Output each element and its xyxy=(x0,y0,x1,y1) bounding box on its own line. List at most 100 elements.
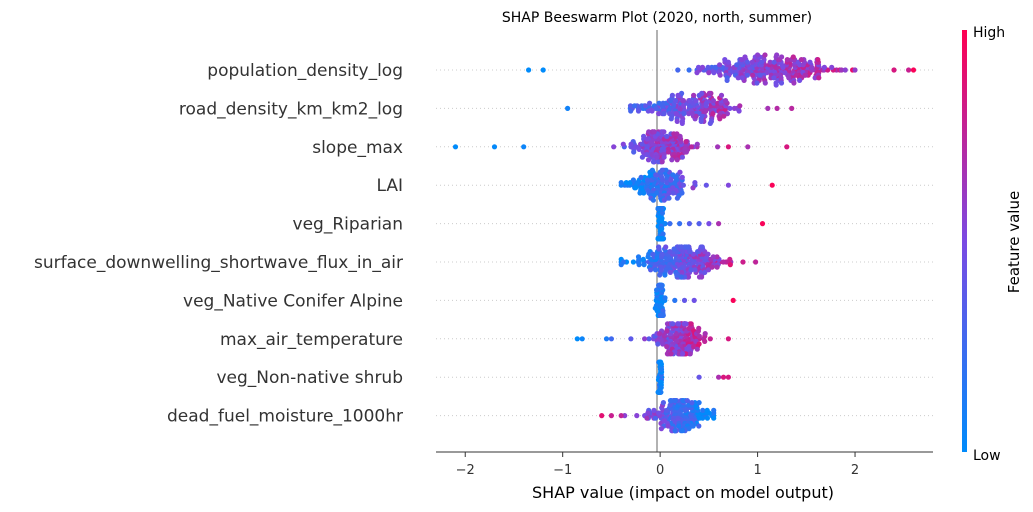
shap-point xyxy=(693,98,699,104)
shap-point xyxy=(669,92,676,98)
shap-point xyxy=(674,131,680,137)
shap-point xyxy=(679,120,685,126)
shap-point xyxy=(630,177,637,183)
shap-point xyxy=(715,144,721,150)
feature-label: dead_fuel_moisture_1000hr xyxy=(167,407,403,427)
x-tick-label: 0 xyxy=(656,463,664,478)
shap-point xyxy=(709,264,715,270)
shap-point xyxy=(679,428,686,434)
shap-point xyxy=(627,103,634,109)
shap-point xyxy=(767,59,773,65)
shap-point xyxy=(658,361,665,367)
shap-point xyxy=(667,221,673,227)
shap-point xyxy=(452,144,459,150)
shap-point xyxy=(662,272,668,278)
shap-point xyxy=(658,385,664,391)
shap-point xyxy=(670,190,676,196)
shap-point xyxy=(682,149,688,155)
colorbar-title: Feature value xyxy=(1005,191,1023,293)
shap-point xyxy=(704,100,710,106)
shap-point xyxy=(608,413,615,419)
shap-point xyxy=(661,154,667,160)
shap-point xyxy=(725,144,732,150)
shap-point xyxy=(692,180,698,186)
shap-point xyxy=(674,195,681,201)
shap-point xyxy=(734,62,740,68)
shap-point xyxy=(802,72,809,78)
shap-point xyxy=(687,351,693,357)
shap-point xyxy=(664,351,671,357)
shap-point xyxy=(603,336,610,342)
shap-point xyxy=(725,182,732,188)
shap-point xyxy=(704,407,710,413)
shap-point xyxy=(703,108,709,114)
shap-point xyxy=(749,59,755,65)
shap-point xyxy=(737,103,743,109)
shap-point xyxy=(644,415,650,421)
shap-point xyxy=(654,287,660,293)
shap-point xyxy=(667,249,673,255)
shap-point xyxy=(661,197,667,203)
shap-point xyxy=(759,59,765,65)
shap-point xyxy=(633,185,639,191)
shap-point xyxy=(710,98,717,104)
shap-point xyxy=(696,221,702,227)
shap-point xyxy=(910,67,917,73)
shap-point xyxy=(657,312,663,318)
shap-point xyxy=(644,136,650,142)
shap-point xyxy=(674,118,680,124)
shap-point xyxy=(694,346,700,352)
shap-point xyxy=(762,52,768,58)
colorbar xyxy=(962,30,967,452)
shap-point xyxy=(686,67,692,73)
shap-point xyxy=(565,105,571,111)
shap-point xyxy=(779,54,785,60)
shap-point xyxy=(765,105,771,111)
shap-point xyxy=(829,64,835,70)
shap-point xyxy=(651,407,657,413)
shap-point xyxy=(739,57,745,63)
shap-point xyxy=(641,190,647,196)
shap-point xyxy=(687,249,693,255)
shap-point xyxy=(652,267,659,273)
shap-point xyxy=(641,262,647,268)
shap-point xyxy=(620,141,626,147)
shap-point xyxy=(696,274,703,280)
shap-point xyxy=(639,154,646,160)
shap-point xyxy=(717,62,723,68)
shap-point xyxy=(722,57,728,63)
shap-point xyxy=(906,67,912,73)
shap-point xyxy=(659,159,665,165)
shap-point xyxy=(655,341,661,347)
shap-point xyxy=(710,111,716,117)
shap-point xyxy=(780,64,786,70)
shap-point xyxy=(683,139,689,145)
shap-point xyxy=(608,336,615,342)
shap-point xyxy=(705,251,711,257)
shap-point xyxy=(678,244,684,250)
shap-point xyxy=(675,92,681,98)
x-tick-label: 2 xyxy=(851,463,859,478)
shap-point xyxy=(658,426,665,432)
shap-point xyxy=(656,410,662,416)
shap-point xyxy=(759,221,766,227)
shap-point xyxy=(744,72,751,78)
shap-point xyxy=(727,256,733,262)
shap-point xyxy=(740,259,746,265)
shap-point xyxy=(680,351,686,357)
shap-point xyxy=(660,100,666,106)
shap-point xyxy=(631,149,637,155)
shap-point xyxy=(816,75,822,81)
shap-point xyxy=(681,321,687,327)
shap-point xyxy=(640,256,646,262)
shap-point xyxy=(739,75,745,81)
shap-point xyxy=(677,221,683,227)
shap-point xyxy=(656,244,662,250)
shap-point xyxy=(637,190,643,196)
shap-point xyxy=(672,398,678,404)
shap-point xyxy=(686,221,693,227)
shap-point xyxy=(688,321,694,327)
shap-point xyxy=(769,182,775,188)
shap-point xyxy=(786,75,792,81)
